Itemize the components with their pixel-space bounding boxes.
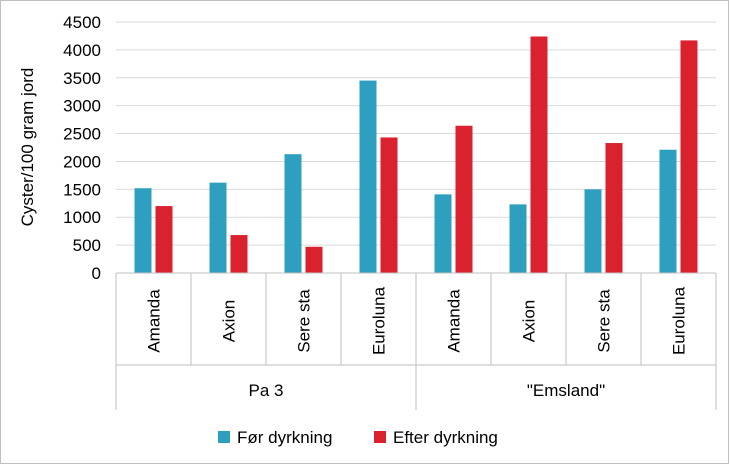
bar-after [605,143,623,273]
bar-after [455,125,473,273]
y-tick-label: 3000 [63,97,101,116]
y-tick-label: 4500 [63,13,101,32]
y-tick-label: 500 [73,236,101,255]
bar-before [209,182,227,273]
axes [115,272,717,410]
bar-after [680,40,698,274]
bar-after [155,206,173,273]
x-category-label: Sere sta [595,289,614,353]
bar-after [380,137,398,273]
bar-after [530,36,548,273]
x-category-labels: Amanda Axion Sere sta Euroluna Amanda Axion Se… [145,286,689,355]
y-tick-labels: 0 500 1000 1500 2000 2500 3000 3500 4000 4500 [63,13,101,283]
bar-after [230,235,248,273]
y-tick-label: 3500 [63,69,101,88]
x-category-label: Euroluna [670,286,689,355]
legend: Før dyrkning Efter dyrkning [218,428,498,447]
x-category-label: Amanda [445,289,464,353]
legend-swatch [218,431,230,443]
bar-before [284,154,302,273]
x-category-label: Sere sta [295,289,314,353]
y-tick-label: 1000 [63,208,101,227]
x-category-label: Amanda [145,289,164,353]
bar-before [509,204,527,273]
legend-swatch [374,431,386,443]
y-tick-label: 2500 [63,125,101,144]
gridlines [116,21,716,246]
bar-before [434,194,452,273]
x-group-label: Pa 3 [249,381,284,400]
legend-label: Efter dyrkning [393,428,498,447]
bars [134,36,698,274]
y-tick-label: 0 [92,264,101,283]
x-category-label: Axion [520,300,539,343]
bar-before [659,149,677,273]
x-category-label: Euroluna [370,286,389,355]
bar-before [134,188,152,273]
x-group-labels: Pa 3 "Emsland" [249,381,606,400]
y-tick-label: 4000 [63,41,101,60]
y-tick-label: 1500 [63,180,101,199]
x-group-label: "Emsland" [527,381,605,400]
bar-before [359,80,377,273]
x-category-label: Axion [220,300,239,343]
bar-after [305,246,323,273]
bar-before [584,189,602,273]
legend-label: Før dyrkning [237,428,332,447]
y-tick-label: 2000 [63,152,101,171]
y-axis-label: Cyster/100 gram jord [18,68,37,227]
